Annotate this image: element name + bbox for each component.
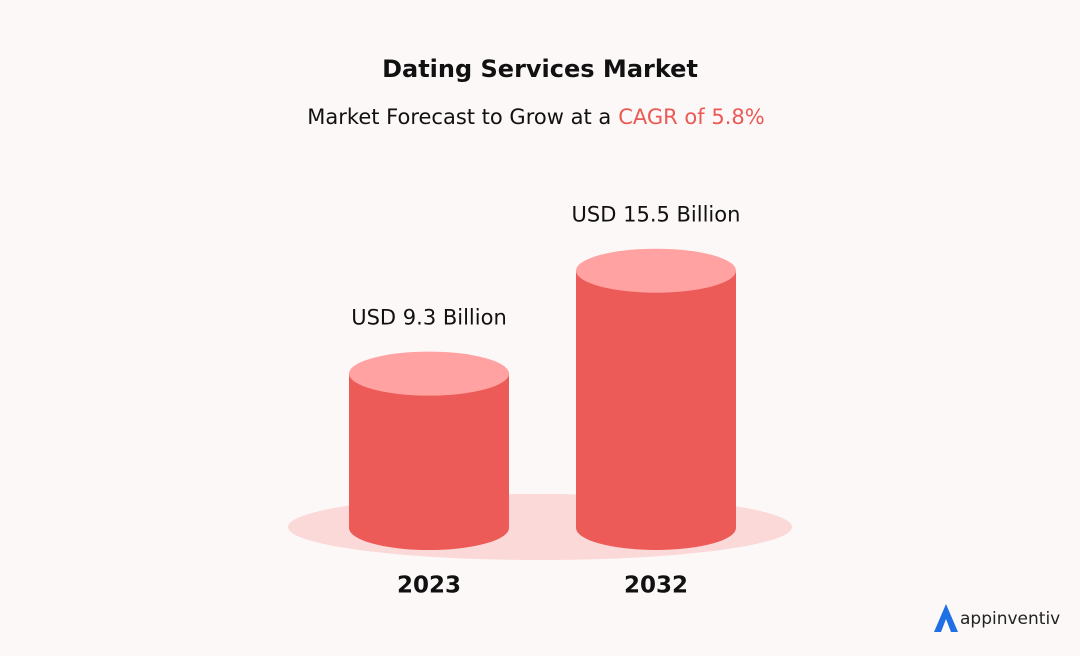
chart-title: Dating Services Market: [382, 55, 698, 83]
chart-subtitle: Market Forecast to Grow at a CAGR of 5.8%: [307, 105, 764, 129]
cylinder-top: [576, 248, 736, 293]
cylinder-body: [349, 373, 509, 550]
x-tick-label: 2023: [397, 573, 461, 599]
subtitle-highlight: CAGR of 5.8%: [618, 105, 764, 129]
x-tick-label: 2032: [624, 573, 688, 599]
cylinder-top: [349, 351, 509, 396]
brand-logo: appinventiv: [934, 604, 1060, 632]
value-label: USD 9.3 Billion: [351, 306, 507, 330]
brand-name: appinventiv: [960, 609, 1060, 629]
brand-icon: [934, 604, 958, 632]
value-label: USD 15.5 Billion: [572, 203, 741, 227]
cylinder-body: [576, 270, 736, 550]
subtitle-text: Market Forecast to Grow at a: [307, 105, 611, 129]
